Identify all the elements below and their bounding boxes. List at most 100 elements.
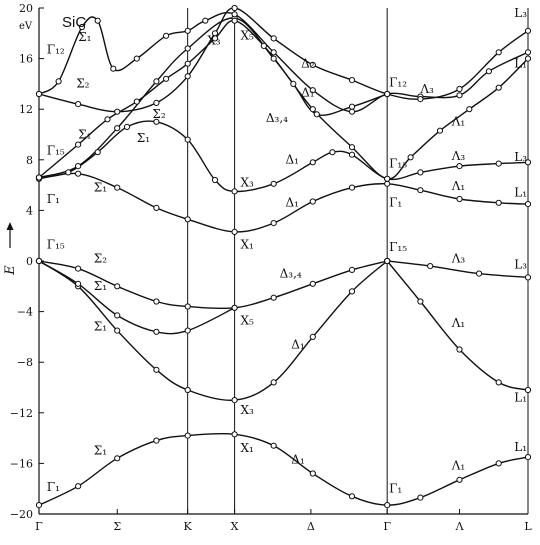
band-data-point [270, 442, 277, 449]
band-data-point [270, 294, 277, 301]
k-point-label: Σ [113, 520, 121, 533]
band-data-point [348, 493, 356, 500]
band-data-point [309, 159, 316, 166]
band-data-point [260, 42, 267, 50]
band-data-point [456, 85, 463, 93]
symmetry-label: Σ₂ [94, 251, 107, 265]
energy-axis-label: E [3, 265, 18, 276]
band-data-point [348, 288, 356, 295]
energy-tick-label: −4 [17, 306, 33, 319]
band-data-point [456, 476, 463, 483]
band-data-point [309, 280, 316, 287]
symmetry-label: L₃ [514, 150, 527, 164]
symmetry-label: Σ₁ [78, 127, 91, 141]
symmetry-label: Σ₁ [78, 30, 91, 44]
energy-band-line [38, 432, 529, 506]
band-data-point [78, 23, 86, 31]
band-data-point [184, 432, 191, 439]
band-data-point [456, 346, 463, 353]
band-data-point [75, 280, 82, 287]
energy-tick-label: −8 [17, 356, 33, 369]
energy-band-line [38, 12, 529, 113]
band-data-point [75, 265, 82, 272]
band-data-point [104, 116, 111, 123]
band-data-point [348, 103, 356, 110]
energy-band-line [38, 260, 388, 401]
band-data-point [436, 127, 444, 134]
band-data-point [495, 199, 502, 206]
band-data-point [35, 257, 43, 265]
symmetry-dividers [187, 8, 529, 514]
symmetry-label: Γ₁ [47, 480, 60, 494]
energy-unit-label: eV [19, 21, 33, 32]
energy-tick-label: 0 [26, 255, 33, 268]
symmetry-label: L₁ [514, 390, 527, 404]
band-data-point [309, 198, 316, 205]
symmetry-label: Γ₁₅ [47, 144, 65, 158]
band-data-point [163, 75, 170, 82]
band-data-point [163, 32, 170, 39]
band-data-point [524, 274, 532, 281]
band-data-point [133, 98, 140, 105]
symmetry-label: Λ₁ [451, 115, 465, 129]
energy-axis-arrowhead [6, 222, 14, 230]
band-data-point [270, 55, 277, 62]
band-data-point [231, 188, 238, 195]
band-data-point [495, 460, 502, 467]
symmetry-label: L₁ [514, 440, 527, 454]
symmetry-label: Σ₁ [137, 131, 150, 145]
symmetry-label: Δ₁ [286, 153, 299, 167]
band-data-point [75, 163, 82, 170]
band-data-point [94, 149, 101, 156]
symmetry-label: L₁ [514, 186, 527, 200]
band-data-point [211, 35, 219, 42]
band-data-point [94, 17, 101, 24]
band-data-point [114, 184, 121, 191]
band-data-point [231, 11, 238, 18]
k-point-label: Λ [455, 520, 465, 533]
band-data-point [184, 327, 191, 334]
band-data-point [417, 494, 424, 501]
symmetry-label: Σ₂ [152, 107, 165, 121]
band-data-point [384, 257, 391, 265]
band-data-point [114, 108, 121, 115]
k-point-label: Γ [35, 520, 43, 533]
band-data-point [114, 455, 121, 462]
symmetry-label: Δ₁ [291, 452, 304, 466]
band-data-point [35, 502, 43, 509]
band-data-point [184, 386, 191, 394]
band-data-point [114, 312, 121, 319]
energy-ticks: −20 −16 −12 −8 −4 0 4 8 12 16 20 [10, 2, 44, 521]
symmetry-label: Σ₂ [76, 77, 89, 91]
band-data-point [456, 195, 463, 203]
band-data-point [231, 228, 238, 235]
band-data-point [270, 220, 277, 227]
band-data-point [348, 144, 356, 151]
band-data-point [348, 184, 356, 191]
band-data-point [153, 204, 160, 211]
symmetry-label: Σ₁ [94, 320, 107, 334]
symmetry-label: Σ₁ [94, 180, 107, 194]
symmetry-label: X₃ [241, 175, 255, 189]
energy-band-line [38, 260, 388, 310]
band-data-point [348, 151, 356, 158]
band-data-point [133, 55, 140, 62]
band-data-point [407, 154, 414, 161]
band-data-point [417, 96, 424, 103]
band-data-point [153, 99, 160, 107]
symmetry-label: Λ₁ [451, 459, 465, 473]
energy-band-line [387, 260, 529, 279]
symmetry-label: Σ₁ [94, 279, 107, 293]
band-data-point [153, 328, 160, 335]
band-data-point [485, 68, 492, 75]
k-point-label: X [231, 520, 239, 533]
band-data-point [348, 266, 356, 273]
symmetry-label: Δ₃,₄ [280, 266, 302, 280]
energy-axis-label-group: E [3, 222, 18, 276]
k-point-label: K [184, 520, 193, 533]
band-data-point [309, 106, 316, 113]
band-data-point [417, 187, 424, 194]
energy-tick-label: 12 [19, 103, 33, 116]
band-data-point [184, 73, 191, 80]
